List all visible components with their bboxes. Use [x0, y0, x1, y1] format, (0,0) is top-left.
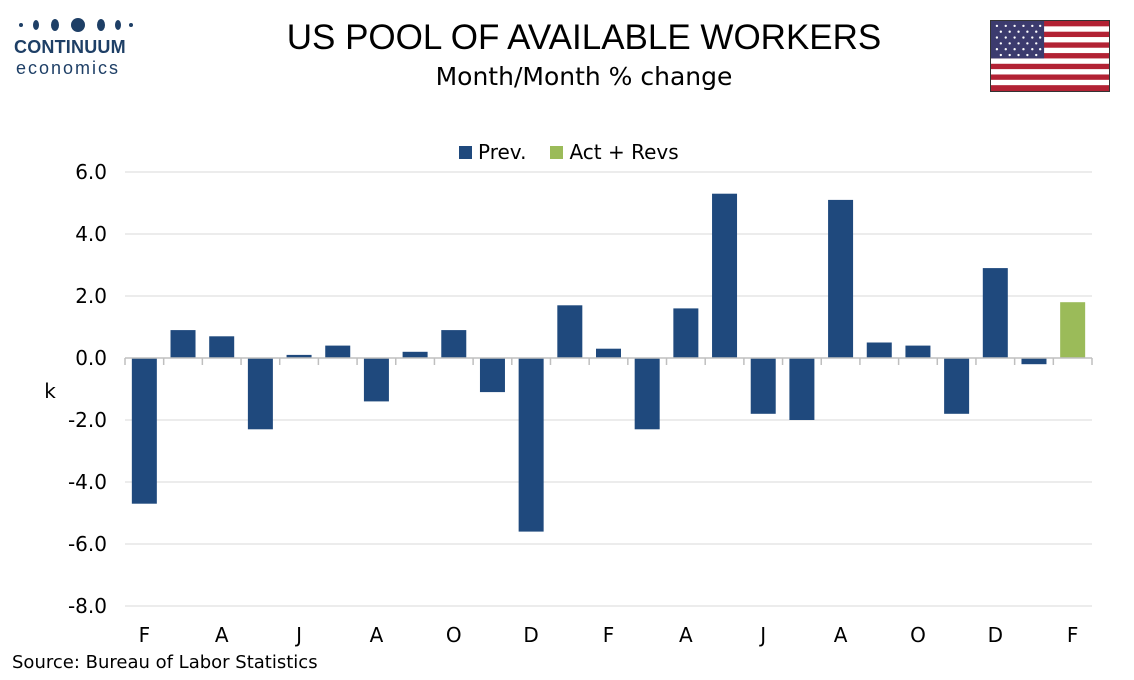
legend-swatch-act — [550, 145, 564, 159]
x-tick-label: F — [603, 623, 615, 647]
y-tick-label: 6.0 — [75, 160, 107, 184]
bar-prev — [209, 336, 235, 358]
bar-prev — [866, 342, 892, 358]
x-tick-label: O — [910, 623, 926, 647]
bar-prev — [479, 358, 505, 393]
bar-prev — [944, 358, 970, 414]
bar-prev — [325, 345, 351, 358]
logo-subtitle: economics — [16, 58, 121, 78]
bar-prev — [982, 268, 1008, 358]
legend-label-act: Act + Revs — [569, 140, 679, 164]
legend-item-act: Act + Revs — [550, 140, 679, 164]
bar-prev — [1021, 358, 1047, 365]
x-tick-label: O — [446, 623, 462, 647]
x-tick-label: A — [679, 623, 693, 647]
x-tick-label: J — [758, 623, 766, 647]
legend-item-prev: Prev. — [459, 140, 526, 164]
x-tick-label: A — [215, 623, 229, 647]
legend-label-prev: Prev. — [478, 140, 527, 164]
logo-dots-icon — [19, 18, 133, 32]
y-tick-label: -6.0 — [68, 532, 107, 556]
continuum-economics-logo: CONTINUUM economics — [14, 14, 144, 78]
bar-prev — [789, 358, 815, 420]
bar-prev — [596, 348, 621, 358]
bar-prev — [673, 308, 699, 358]
bar-prev — [634, 358, 660, 430]
bar-prev — [170, 330, 196, 358]
y-tick-label: 0.0 — [75, 346, 107, 370]
x-tick-label: A — [370, 623, 384, 647]
bar-prev — [402, 351, 428, 358]
logo-name: CONTINUUM — [14, 37, 126, 57]
bar-prev — [247, 358, 273, 430]
source-note: Source: Bureau of Labor Statistics — [12, 652, 318, 673]
x-tick-label: F — [139, 623, 151, 647]
y-tick-label: 4.0 — [75, 222, 107, 246]
chart-subtitle: Month/Month % change — [435, 62, 733, 91]
bar-prev — [131, 358, 157, 504]
x-tick-label: D — [988, 623, 1003, 647]
y-tick-label: -8.0 — [68, 594, 107, 618]
bar-prev — [363, 358, 389, 402]
bar-prev — [712, 193, 738, 358]
bar-prev — [557, 305, 583, 358]
y-tick-label: -4.0 — [68, 470, 107, 494]
chart-legend: Prev. Act + Revs — [459, 140, 703, 164]
y-axis-label: k — [44, 379, 56, 403]
x-tick-label: A — [834, 623, 848, 647]
bar-prev — [518, 358, 544, 532]
legend-swatch-prev — [459, 145, 472, 159]
us-flag-icon — [990, 20, 1110, 92]
x-tick-label: F — [1067, 623, 1079, 647]
bar-prev — [828, 199, 854, 358]
bar-prev — [905, 345, 931, 358]
bar-prev — [441, 330, 467, 358]
y-tick-label: 2.0 — [75, 284, 107, 308]
bar-act — [1060, 302, 1086, 358]
x-tick-label: J — [294, 623, 302, 647]
bar-prev — [750, 358, 776, 414]
chart-title: US POOL OF AVAILABLE WORKERS — [286, 18, 882, 57]
bar-prev — [286, 354, 312, 358]
x-tick-label: D — [523, 623, 538, 647]
y-tick-label: -2.0 — [68, 408, 107, 432]
